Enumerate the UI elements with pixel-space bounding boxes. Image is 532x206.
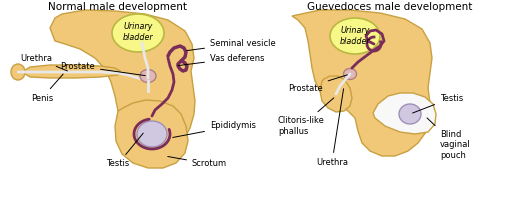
Polygon shape xyxy=(292,10,432,156)
Text: Urinary
bladder: Urinary bladder xyxy=(123,22,153,42)
Text: Penis: Penis xyxy=(31,74,63,103)
Ellipse shape xyxy=(11,64,25,80)
Ellipse shape xyxy=(140,69,156,82)
Text: Guevedoces male development: Guevedoces male development xyxy=(307,2,473,12)
Polygon shape xyxy=(373,93,436,134)
Text: Urinary
bladder: Urinary bladder xyxy=(340,26,370,46)
Polygon shape xyxy=(22,65,120,78)
Text: Clitoris-like
phallus: Clitoris-like phallus xyxy=(278,98,334,136)
Ellipse shape xyxy=(137,121,167,147)
Text: Seminal vesicle: Seminal vesicle xyxy=(187,39,276,51)
Text: Urethra: Urethra xyxy=(316,89,348,167)
Text: Urethra: Urethra xyxy=(20,54,68,71)
Ellipse shape xyxy=(344,69,356,80)
Text: Blind
vaginal
pouch: Blind vaginal pouch xyxy=(427,118,471,160)
Ellipse shape xyxy=(330,18,380,54)
Text: Epididymis: Epididymis xyxy=(173,122,256,137)
Text: Testis: Testis xyxy=(413,94,463,113)
Text: Normal male development: Normal male development xyxy=(48,2,187,12)
Text: Prostate: Prostate xyxy=(60,62,145,76)
Text: Prostate: Prostate xyxy=(288,75,347,92)
Text: Scrotum: Scrotum xyxy=(168,157,227,169)
Polygon shape xyxy=(320,76,352,112)
Text: Vas deferens: Vas deferens xyxy=(178,54,264,66)
Polygon shape xyxy=(50,10,195,158)
Ellipse shape xyxy=(399,104,421,124)
Polygon shape xyxy=(115,100,188,168)
Text: Testis: Testis xyxy=(106,133,143,169)
Ellipse shape xyxy=(112,14,164,52)
